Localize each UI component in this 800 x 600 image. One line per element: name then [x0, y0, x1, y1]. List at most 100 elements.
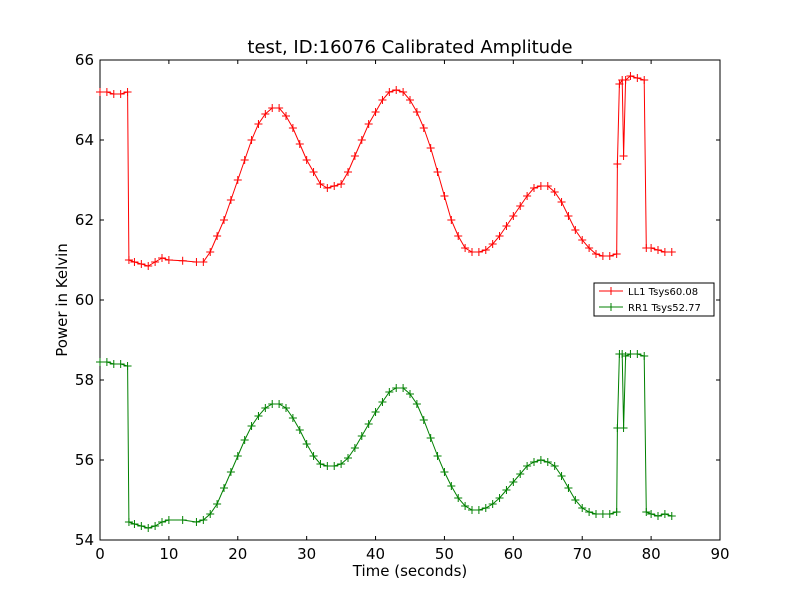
data-point-marker — [406, 390, 414, 398]
data-point-marker — [571, 226, 580, 234]
data-point-marker — [357, 136, 366, 144]
data-point-marker — [123, 362, 132, 370]
data-point-marker — [392, 86, 401, 94]
data-point-marker — [282, 404, 290, 412]
data-point-marker — [116, 360, 125, 368]
data-point-marker — [488, 240, 497, 248]
data-point-marker — [309, 168, 318, 176]
data-point-marker — [468, 248, 476, 256]
data-point-marker — [502, 486, 511, 494]
data-point-marker — [295, 426, 304, 434]
data-point-marker — [357, 432, 366, 440]
data-point-marker — [123, 88, 132, 96]
x-tick-label: 30 — [297, 545, 316, 563]
data-point-marker — [275, 104, 284, 112]
data-point-marker — [392, 384, 401, 392]
data-point-marker — [592, 510, 600, 518]
data-point-marker — [102, 88, 111, 96]
data-point-marker — [240, 436, 249, 444]
data-point-marker — [192, 258, 201, 266]
data-point-marker — [247, 422, 256, 430]
data-point-marker — [371, 108, 380, 116]
x-tick-label: 50 — [435, 545, 454, 563]
data-point-marker — [144, 262, 153, 270]
data-point-marker — [220, 216, 228, 224]
data-point-marker — [247, 136, 256, 144]
data-point-marker — [399, 88, 408, 96]
data-point-marker — [654, 512, 662, 520]
data-point-marker — [158, 518, 166, 526]
data-point-marker — [96, 358, 104, 366]
data-point-marker — [350, 444, 359, 452]
data-point-marker — [206, 510, 215, 518]
data-point-marker — [571, 496, 580, 504]
data-point-marker — [578, 504, 587, 512]
x-tick-label: 90 — [710, 545, 729, 563]
data-point-marker — [213, 500, 222, 508]
data-point-marker — [226, 468, 235, 476]
data-point-marker — [350, 152, 359, 160]
data-point-marker — [151, 258, 160, 266]
data-point-marker — [605, 252, 614, 260]
data-point-marker — [626, 72, 635, 80]
data-point-marker — [268, 104, 277, 112]
data-point-marker — [509, 212, 518, 220]
data-point-marker — [337, 460, 346, 468]
data-point-marker — [642, 508, 651, 516]
data-point-marker — [454, 494, 463, 502]
data-point-marker — [213, 232, 222, 240]
data-point-marker — [206, 248, 215, 256]
data-point-marker — [530, 458, 538, 466]
data-point-marker — [654, 246, 662, 254]
legend: LL1 Tsys60.08 RR1 Tsys52.77 — [593, 282, 715, 317]
data-point-marker — [605, 510, 614, 518]
data-point-marker — [585, 244, 594, 252]
data-point-marker — [233, 176, 242, 184]
y-tick-label: 58 — [75, 371, 94, 389]
data-point-marker — [288, 124, 297, 132]
data-point-marker — [254, 412, 263, 420]
data-point-marker — [344, 454, 352, 462]
data-point-marker — [516, 470, 525, 478]
data-point-marker — [626, 350, 635, 358]
data-point-marker — [344, 168, 352, 176]
data-point-marker — [502, 222, 511, 230]
data-point-marker — [378, 398, 387, 406]
data-point-marker — [447, 482, 456, 490]
data-point-marker — [564, 212, 573, 220]
data-point-marker — [309, 452, 318, 460]
data-point-marker — [468, 506, 476, 514]
series-layer — [96, 72, 676, 532]
data-point-marker — [474, 248, 483, 256]
data-point-marker — [530, 184, 538, 192]
data-point-marker — [557, 198, 566, 206]
data-point-marker — [316, 180, 325, 188]
data-point-marker — [474, 506, 483, 514]
data-point-marker — [516, 202, 525, 210]
data-point-marker — [233, 452, 242, 460]
data-point-marker — [385, 388, 394, 396]
data-point-marker — [254, 120, 263, 128]
data-point-marker — [621, 76, 630, 84]
data-point-marker — [419, 124, 428, 132]
series-rr1 — [96, 350, 676, 532]
data-point-marker — [509, 478, 518, 486]
legend-marker — [607, 303, 615, 311]
data-point-marker — [495, 232, 504, 240]
data-point-marker — [275, 400, 284, 408]
data-point-marker — [130, 258, 139, 266]
data-point-marker — [433, 452, 442, 460]
data-point-marker — [481, 246, 490, 254]
y-tick-label: 54 — [75, 531, 94, 549]
data-point-marker — [282, 112, 290, 120]
data-point-marker — [295, 140, 304, 148]
data-point-marker — [371, 408, 380, 416]
data-point-marker — [192, 518, 201, 526]
data-point-marker — [102, 358, 111, 366]
data-point-marker — [495, 494, 504, 502]
x-tick-label: 0 — [95, 545, 105, 563]
data-point-marker — [378, 96, 387, 104]
data-point-marker — [137, 260, 146, 268]
y-tick-label: 66 — [75, 51, 94, 69]
data-point-marker — [543, 182, 552, 190]
